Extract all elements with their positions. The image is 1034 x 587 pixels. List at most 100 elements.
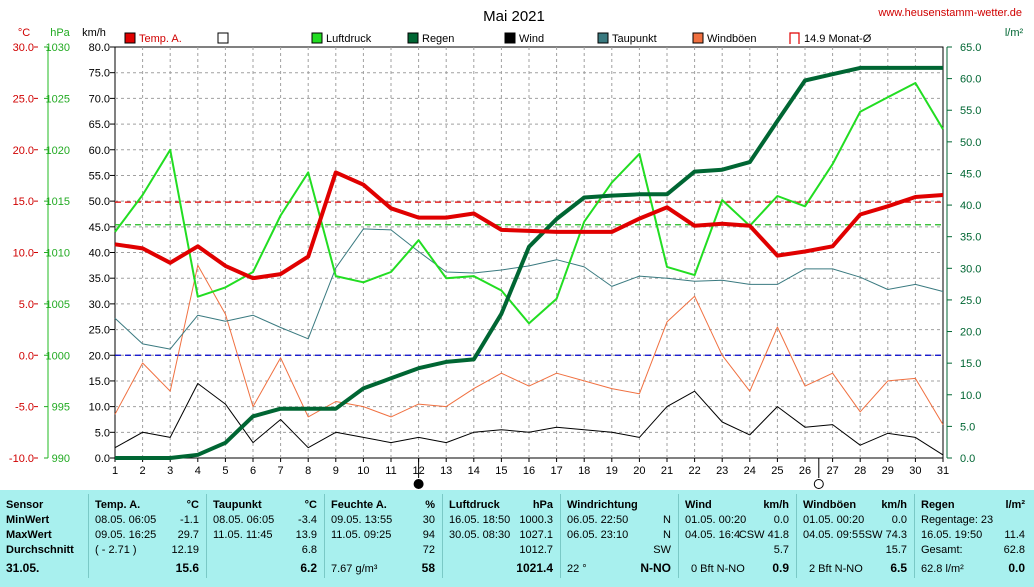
x-tick-label: 13 bbox=[440, 465, 452, 477]
stats-press-col: Luftdruck hPa 16.05. 18:50 1000.3 30.05.… bbox=[442, 494, 559, 578]
kmh-tick-label: 60.0 bbox=[89, 145, 110, 157]
pressure-tick-label: 1030 bbox=[46, 42, 70, 54]
temp-unit: °C bbox=[186, 499, 199, 511]
x-tick-label: 11 bbox=[385, 465, 396, 477]
legend-swatch bbox=[789, 32, 800, 44]
x-tick-label: 9 bbox=[333, 465, 339, 477]
rain-tick-label: 30.0 bbox=[960, 263, 981, 275]
wind-current: 0.9 bbox=[772, 561, 789, 575]
stats-wdir-col: Windrichtung 06.05. 22:50 N 06.05. 23:10… bbox=[560, 494, 677, 578]
rain-tick-label: 50.0 bbox=[960, 137, 981, 149]
hum-min-time: 13:55 bbox=[364, 514, 393, 526]
hum-max-val: 94 bbox=[422, 529, 435, 541]
dew-unit: °C bbox=[304, 499, 317, 511]
dew-min-time: 06:05 bbox=[246, 514, 275, 526]
x-tick-label: 8 bbox=[305, 465, 311, 477]
wind-min-time: 00:20 bbox=[718, 514, 747, 526]
chart-background bbox=[0, 0, 1034, 490]
row-label-min: MinWert bbox=[6, 514, 50, 526]
pressure-tick-label: 1005 bbox=[46, 299, 70, 311]
rain-tick-label: 5.0 bbox=[960, 421, 975, 433]
hum-unit: % bbox=[425, 499, 435, 511]
press-max-val: 1027.1 bbox=[519, 529, 553, 541]
full-moon-icon bbox=[413, 479, 424, 489]
x-tick-label: 21 bbox=[661, 465, 673, 477]
rain-title: Regen bbox=[921, 499, 955, 511]
stats-dew-col: Taupunkt °C 08.05. 06:05 -3.4 11.05. 11:… bbox=[206, 494, 323, 578]
temp-tick-label: 20.0 bbox=[13, 145, 34, 157]
temp-min-val: -1.1 bbox=[180, 514, 199, 526]
press-max-date: 30.05. bbox=[449, 529, 480, 541]
rain-tick-label: 60.0 bbox=[960, 74, 981, 86]
temp-title: Temp. A. bbox=[95, 499, 141, 511]
wind-max-time: 16:4 bbox=[718, 529, 741, 541]
x-tick-label: 28 bbox=[854, 465, 866, 477]
temp-avg-extra: ( - 2.71 ) bbox=[95, 544, 137, 556]
rain-tick-label: 10.0 bbox=[960, 390, 981, 402]
press-min-date: 16.05. bbox=[449, 514, 480, 526]
legend-swatch bbox=[217, 32, 229, 44]
temp-max-date: 09.05. bbox=[95, 529, 126, 541]
rain-tick-label: 20.0 bbox=[960, 327, 981, 339]
wdir-max-date: 06.05. bbox=[567, 529, 598, 541]
x-tick-label: 25 bbox=[771, 465, 783, 477]
legend-label: Luftdruck bbox=[326, 33, 372, 45]
temp-min-date: 08.05. bbox=[95, 514, 126, 526]
dew-min-date: 08.05. bbox=[213, 514, 244, 526]
x-tick-label: 26 bbox=[799, 465, 811, 477]
rain-max-time: 19:50 bbox=[954, 529, 983, 541]
kmh-tick-label: 65.0 bbox=[89, 119, 110, 131]
kmh-tick-label: 0.0 bbox=[95, 453, 110, 465]
temp-tick-label: 25.0 bbox=[13, 93, 34, 105]
press-title: Luftdruck bbox=[449, 499, 500, 511]
press-min-val: 1000.3 bbox=[519, 514, 553, 526]
x-tick-label: 6 bbox=[250, 465, 256, 477]
kmh-tick-label: 70.0 bbox=[89, 93, 110, 105]
hum-min-date: 09.05. bbox=[331, 514, 362, 526]
x-tick-label: 14 bbox=[468, 465, 480, 477]
stats-panel: Sensor MinWert MaxWert Durchschnitt 31.0… bbox=[0, 490, 1034, 587]
legend-label: Temp. A. bbox=[139, 33, 182, 45]
gust-min-date: 01.05. bbox=[803, 514, 834, 526]
pressure-tick-label: 1010 bbox=[46, 248, 70, 260]
x-tick-label: 27 bbox=[826, 465, 838, 477]
temp-max-val: 29.7 bbox=[177, 529, 199, 541]
legend-swatch bbox=[597, 32, 609, 44]
wind-title: Wind bbox=[685, 499, 712, 511]
wind-cur-extra: 0 Bft N-NO bbox=[691, 563, 745, 575]
rain-max-val: 11.4 bbox=[1004, 529, 1025, 541]
stats-rain-col: Regen l/m² Regentage: 23 16.05. 19:50 11… bbox=[914, 494, 1031, 578]
wdir-min-date: 06.05. bbox=[567, 514, 598, 526]
temp-unit-label: °C bbox=[18, 27, 30, 39]
hum-current: 58 bbox=[421, 561, 435, 575]
weather-chart: Mai 2021 www.heusenstamm-wetter.de °C hP… bbox=[0, 0, 1034, 490]
wdir-current: N-NO bbox=[640, 561, 671, 575]
new-moon-icon bbox=[813, 479, 824, 489]
temp-avg-val: 12.19 bbox=[171, 544, 199, 556]
x-tick-label: 1 bbox=[112, 465, 118, 477]
pressure-tick-label: 990 bbox=[52, 453, 70, 465]
kmh-tick-label: 75.0 bbox=[89, 68, 110, 80]
kmh-tick-label: 35.0 bbox=[89, 273, 110, 285]
dew-current: 6.2 bbox=[300, 561, 317, 575]
kmh-tick-label: 40.0 bbox=[89, 248, 110, 260]
gust-cur-extra: 2 Bft N-NO bbox=[809, 563, 863, 575]
press-current: 1021.4 bbox=[516, 561, 553, 575]
temp-tick-label: -10.0 bbox=[9, 453, 34, 465]
legend-label: Wind bbox=[519, 33, 544, 45]
kmh-tick-label: 5.0 bbox=[95, 427, 110, 439]
x-tick-label: 3 bbox=[167, 465, 173, 477]
x-tick-label: 16 bbox=[523, 465, 535, 477]
gust-unit: km/h bbox=[881, 499, 907, 511]
rain-unit-label: l/m² bbox=[1005, 27, 1024, 39]
hum-min-val: 30 bbox=[422, 514, 435, 526]
dew-avg-val: 6.8 bbox=[301, 544, 317, 556]
stats-wind-col: Wind km/h 01.05. 00:20 0.0 04.05. 16:4 C… bbox=[678, 494, 795, 578]
legend-label: Windböen bbox=[707, 33, 757, 45]
chart-title: Mai 2021 bbox=[483, 8, 545, 25]
temp-max-time: 16:25 bbox=[128, 529, 157, 541]
temp-tick-label: 10.0 bbox=[13, 248, 34, 260]
x-tick-label: 19 bbox=[606, 465, 618, 477]
series-line-temp-a- bbox=[114, 170, 944, 281]
kmh-unit-label: km/h bbox=[82, 27, 106, 39]
